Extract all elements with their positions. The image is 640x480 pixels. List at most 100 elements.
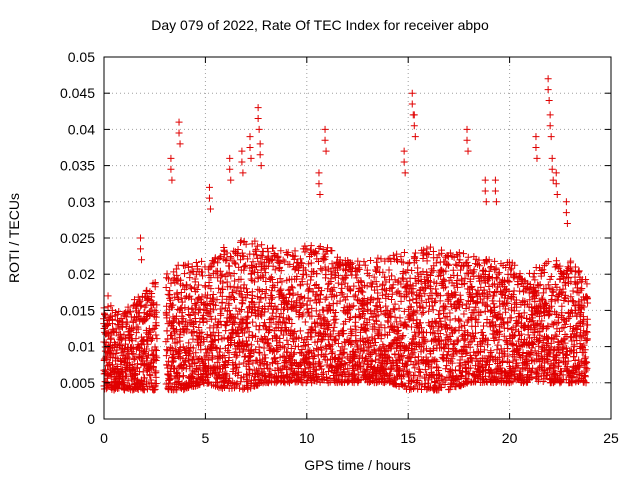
data-point [391,380,399,388]
data-point [517,343,525,351]
data-points [100,75,592,394]
data-point [105,314,113,322]
data-point [261,351,269,359]
data-point [468,294,476,302]
data-point [562,198,570,206]
data-point [251,237,259,245]
data-point [130,375,138,383]
data-point [260,344,268,352]
data-point [162,352,170,360]
data-point [243,377,251,385]
data-point [443,362,451,370]
data-point [313,270,321,278]
data-point [535,282,543,290]
data-point [464,253,472,261]
data-point [231,259,239,267]
data-point [408,377,416,385]
data-point [152,373,160,381]
data-point [360,346,368,354]
data-point [181,270,189,278]
data-point [548,291,556,299]
data-point [254,104,262,112]
data-point [360,320,368,328]
data-point [509,357,517,365]
data-point [412,320,420,328]
data-point [381,324,389,332]
data-point [173,386,181,394]
data-point [228,289,236,297]
data-point [440,309,448,317]
data-point [273,377,281,385]
data-point [408,267,416,275]
data-point [337,289,345,297]
data-point [311,323,319,331]
data-point [388,284,396,292]
data-point [467,284,475,292]
data-point [234,246,242,254]
data-point [315,180,323,188]
data-point [483,294,491,302]
data-point [225,307,233,315]
data-point [130,356,138,364]
data-point [354,257,362,265]
data-point [253,371,261,379]
data-point [137,379,145,387]
data-point [513,346,521,354]
data-point [165,275,173,283]
data-point [374,254,382,262]
data-point [255,125,263,133]
data-point [443,351,451,359]
data-point [583,328,591,336]
data-point [227,253,235,261]
data-point [389,281,397,289]
data-point [387,366,395,374]
data-point [446,333,454,341]
data-point [547,273,555,281]
data-point [480,322,488,330]
data-point [284,340,292,348]
data-point [560,323,568,331]
data-point [568,337,576,345]
data-point [405,373,413,381]
data-point [244,323,252,331]
data-point [307,273,315,281]
data-point [262,277,270,285]
data-point [544,281,552,289]
data-point [421,374,429,382]
data-point [561,281,569,289]
data-point [419,255,427,263]
data-point [462,350,470,358]
data-point [436,380,444,388]
data-point [242,319,250,327]
data-point [114,340,122,348]
data-point [297,259,305,267]
data-point [286,315,294,323]
data-point [334,355,342,363]
data-point [215,354,223,362]
data-point [319,369,327,377]
data-point [277,289,285,297]
data-point [488,352,496,360]
data-point [232,304,240,312]
data-point [372,379,380,387]
data-point [123,318,131,326]
data-point [503,276,511,284]
data-point [194,309,202,317]
data-point [215,348,223,356]
data-point [400,147,408,155]
data-point [153,335,161,343]
data-point [230,269,238,277]
data-point [520,335,528,343]
data-point [149,362,157,370]
data-point [427,337,435,345]
data-point [397,280,405,288]
data-point [570,369,578,377]
data-point [482,257,490,265]
data-point [140,386,148,394]
data-point [251,278,259,286]
data-point [400,307,408,315]
data-point [324,368,332,376]
data-point [536,331,544,339]
data-point [328,363,336,371]
data-point [273,333,281,341]
